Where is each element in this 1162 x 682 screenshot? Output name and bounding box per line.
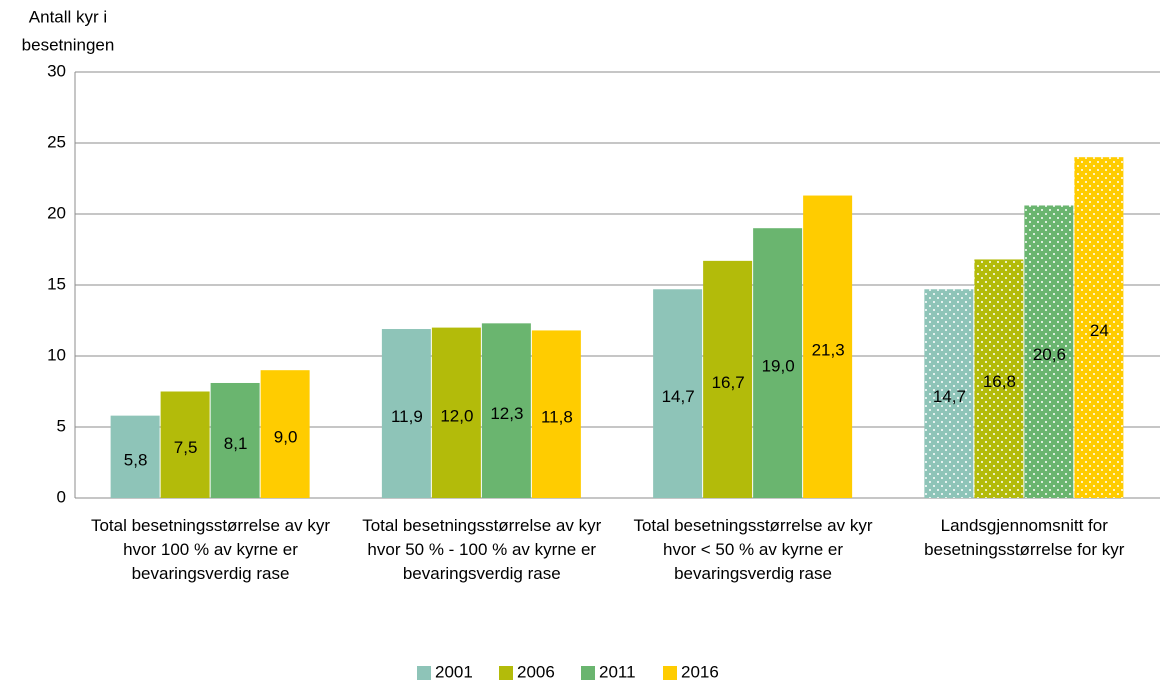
y-tick-label: 25 [47, 132, 66, 151]
bar [531, 330, 581, 498]
bar [703, 260, 753, 498]
value-label: 19,0 [762, 357, 795, 376]
y-axis-title: besetningen [22, 35, 115, 54]
bar-pattern [1074, 157, 1124, 498]
y-tick-label: 5 [57, 416, 66, 435]
bar [653, 289, 703, 498]
value-label: 14,7 [933, 387, 966, 406]
bar [431, 327, 481, 498]
value-label: 24 [1090, 321, 1109, 340]
bar [260, 370, 310, 498]
legend-label: 2016 [681, 662, 719, 681]
bar-pattern [1024, 205, 1074, 499]
legend-swatch [417, 666, 431, 680]
y-tick-label: 10 [47, 345, 66, 364]
y-tick-label: 15 [47, 274, 66, 293]
x-tick-label: Total besetningsstørrelse av kyr hvor 10… [90, 516, 331, 583]
bar [753, 228, 803, 498]
value-label: 7,5 [174, 438, 198, 457]
legend-swatch [663, 666, 677, 680]
x-tick-label: Landsgjennomsnitt for besetningsstørrels… [924, 516, 1125, 559]
x-tick-label: Total besetningsstørrelse av kyr hvor < … [633, 516, 873, 583]
bar [110, 415, 160, 498]
value-label: 8,1 [224, 434, 248, 453]
value-label: 21,3 [812, 340, 845, 359]
value-label: 5,8 [124, 450, 148, 469]
value-label: 12,3 [490, 404, 523, 423]
value-label: 16,7 [712, 373, 745, 392]
bar-pattern [924, 289, 974, 498]
legend-label: 2006 [517, 662, 555, 681]
value-label: 16,8 [983, 372, 1016, 391]
value-label: 20,6 [1033, 345, 1066, 364]
legend-swatch [499, 666, 513, 680]
bar [210, 382, 260, 498]
value-label: 14,7 [662, 387, 695, 406]
value-label: 11,8 [541, 408, 573, 427]
legend-label: 2011 [599, 662, 636, 681]
value-label: 11,9 [391, 407, 423, 426]
bar-pattern [974, 259, 1024, 498]
bar [381, 329, 431, 498]
bar [160, 391, 210, 498]
y-tick-label: 0 [57, 487, 66, 506]
legend-label: 2001 [435, 662, 473, 681]
bar [803, 195, 853, 499]
x-tick-label: Total besetningsstørrelse av kyr hvor 50… [362, 516, 602, 583]
legend-swatch [581, 666, 595, 680]
bar [481, 323, 531, 498]
value-label: 9,0 [274, 428, 298, 447]
value-label: 12,0 [440, 406, 473, 425]
y-tick-label: 30 [47, 61, 66, 80]
y-tick-label: 20 [47, 203, 66, 222]
y-axis-title: Antall kyr i [29, 7, 107, 26]
